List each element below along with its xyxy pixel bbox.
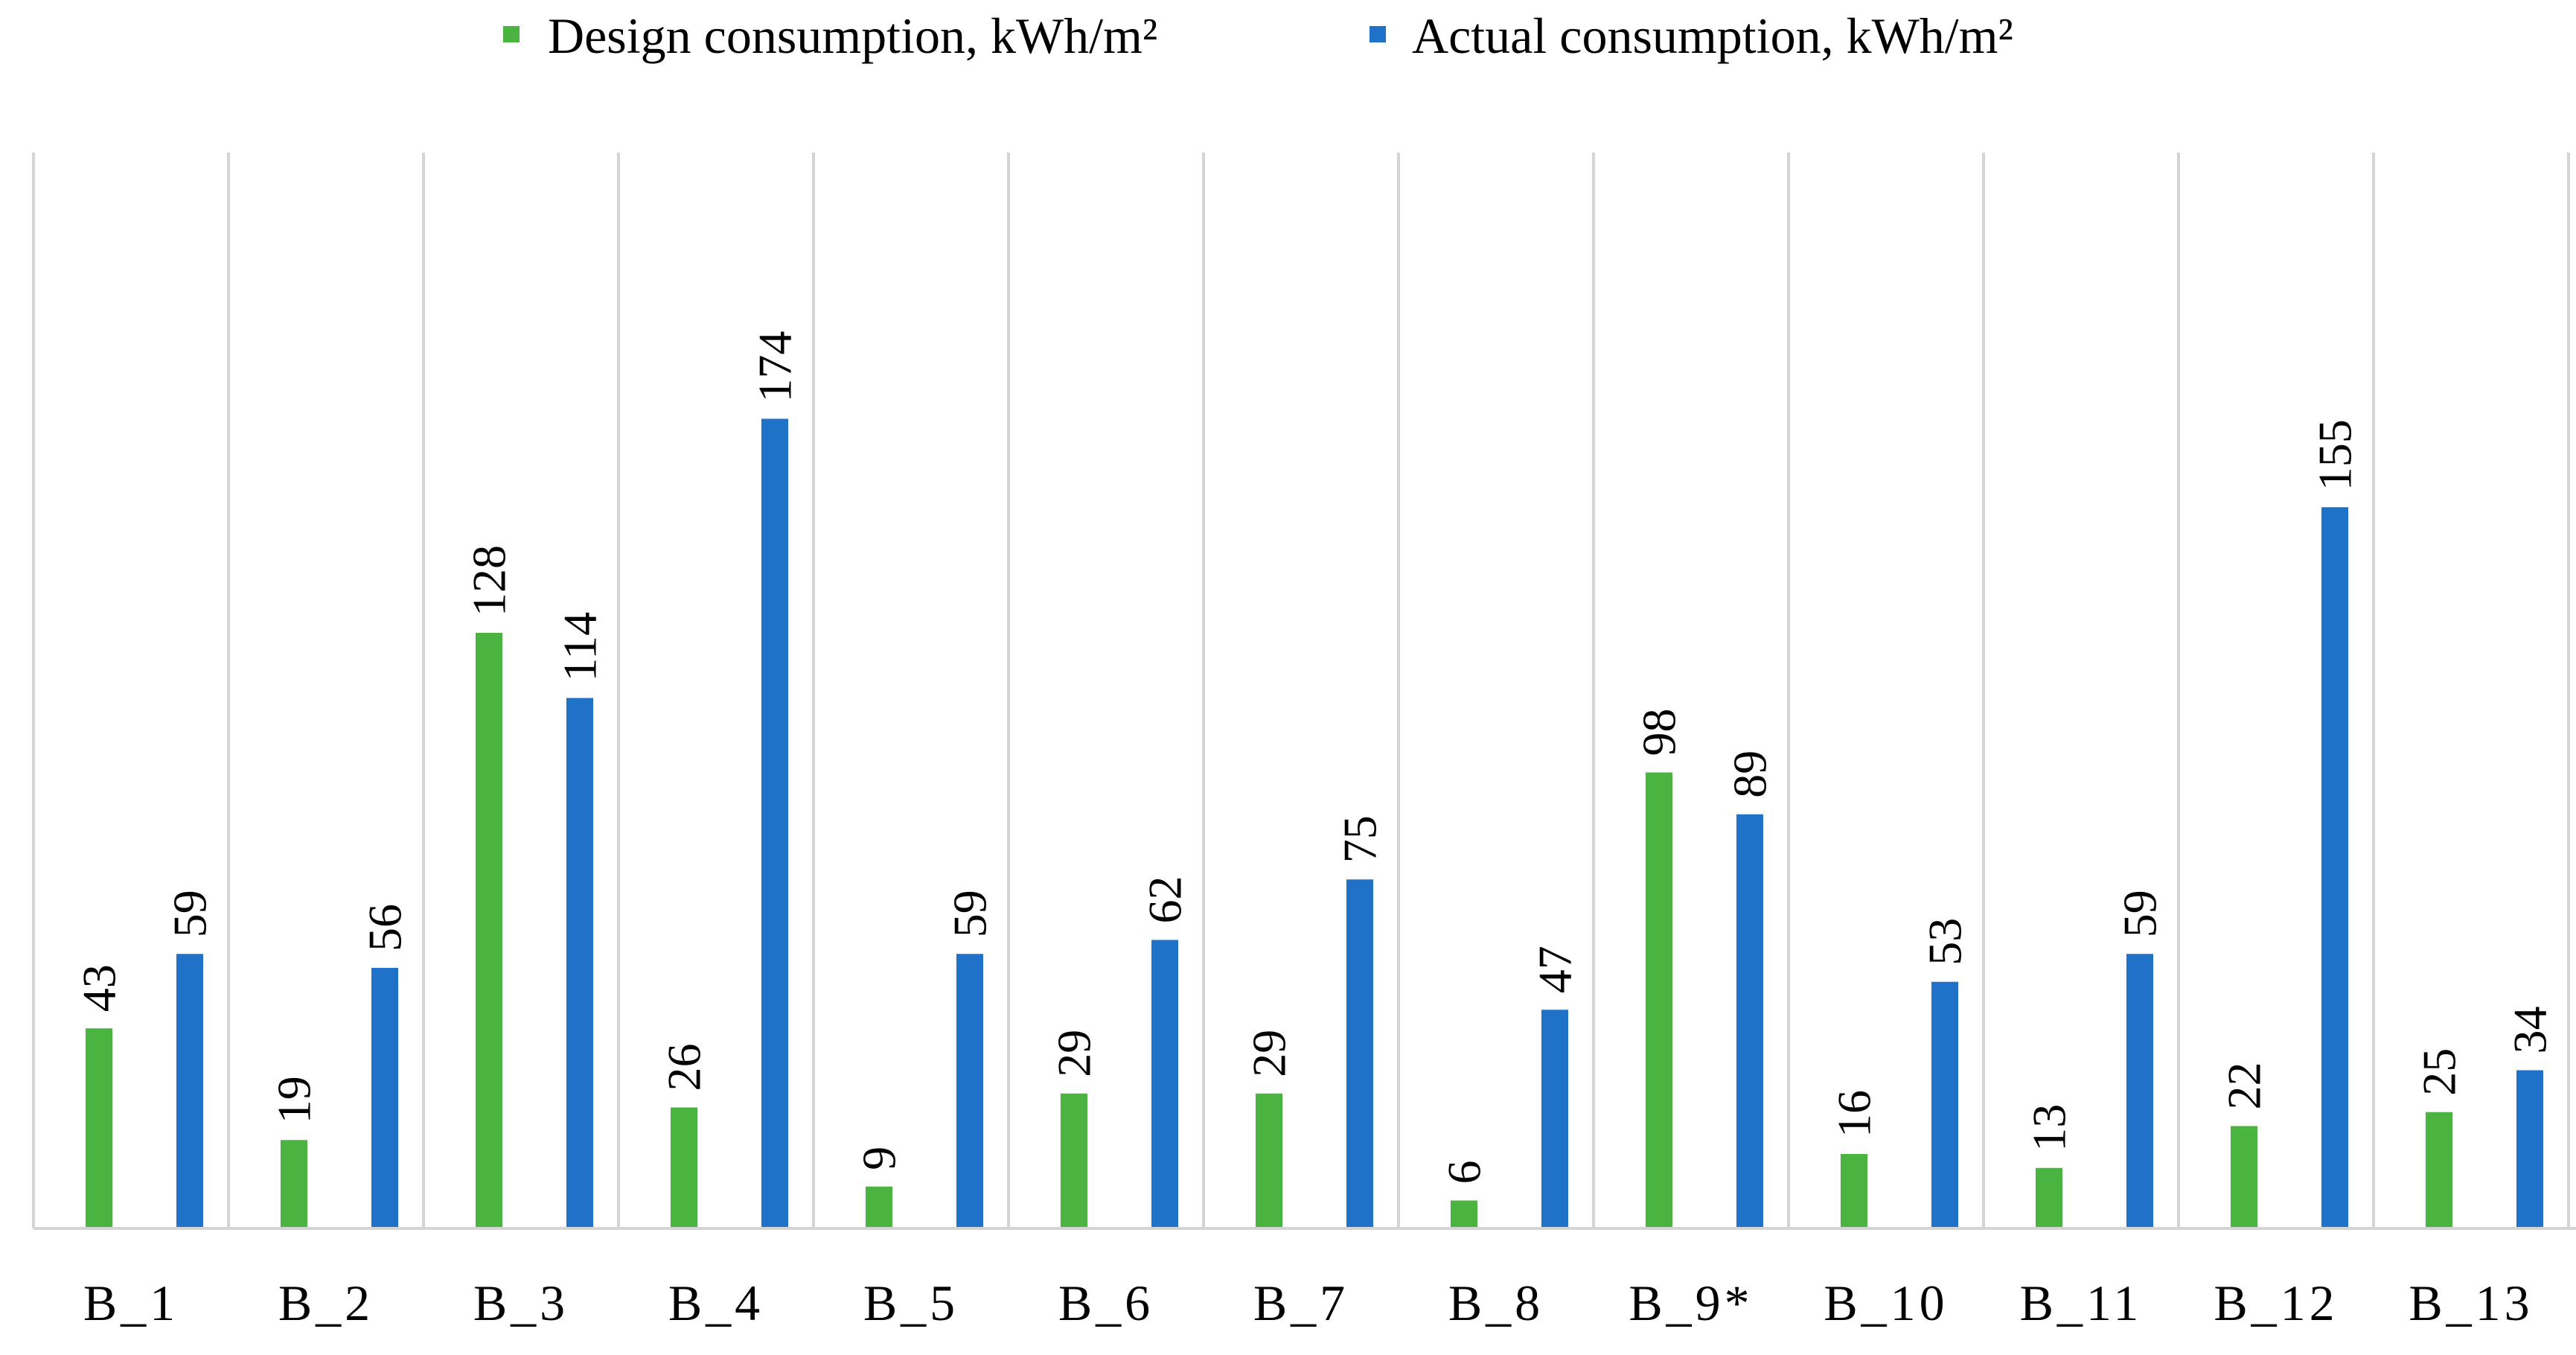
x-tick-label-B_8: B_8 (1448, 1275, 1544, 1331)
bar-design-B_12 (2231, 1126, 2257, 1228)
bar-actual-B_5 (956, 954, 983, 1228)
category-gridlines (32, 153, 2570, 1228)
bar-actual-B_4 (761, 418, 788, 1228)
bar-actual-B_9* (1736, 814, 1763, 1228)
x-tick-label-B_13: B_13 (2409, 1275, 2533, 1331)
data-label-design-B_4: 26 (658, 1044, 711, 1091)
data-label-actual-B_12: 155 (2309, 419, 2362, 491)
bar-actual-B_7 (1346, 879, 1373, 1228)
x-tick-label-B_6: B_6 (1058, 1275, 1154, 1331)
data-label-design-B_8: 6 (1438, 1161, 1491, 1185)
bar-series (86, 418, 2543, 1228)
data-label-actual-B_6: 62 (1139, 876, 1192, 924)
data-label-design-B_7: 29 (1243, 1030, 1296, 1077)
data-label-actual-B_10: 53 (1919, 918, 1972, 966)
x-tick-label-B_7: B_7 (1253, 1275, 1349, 1331)
x-tick-label-B_11: B_11 (2020, 1275, 2143, 1331)
bar-design-B_11 (2036, 1167, 2062, 1228)
data-label-actual-B_7: 75 (1334, 815, 1387, 863)
bar-actual-B_10 (1931, 981, 1958, 1228)
x-tick-label-B_2: B_2 (278, 1275, 374, 1331)
legend-label-design: Design consumption, kWh/m² (548, 7, 1157, 64)
x-tick-label-B_1: B_1 (83, 1275, 179, 1331)
data-label-design-B_1: 43 (73, 964, 126, 1012)
bar-design-B_3 (476, 633, 502, 1228)
x-axis-tick-labels: B_1 B_2 B_3 B_4 B_5 B_6 B_7 B_8 B_9* B_10 B_11 B_12… (83, 1275, 2533, 1331)
x-tick-label-B_5: B_5 (863, 1275, 959, 1331)
bar-design-B_2 (281, 1140, 307, 1228)
data-label-actual-B_2: 56 (359, 904, 412, 951)
data-label-actual-B_8: 47 (1529, 946, 1582, 993)
data-label-design-B_2: 19 (268, 1076, 321, 1123)
bar-design-B_8 (1451, 1200, 1477, 1228)
data-labels: 43 59 19 56 128 114 26 174 9 59 29 62 29 75 6 47 98 89 16 5… (73, 331, 2557, 1185)
x-tick-label-B_9*: B_9* (1629, 1275, 1753, 1331)
data-label-design-B_10: 16 (1828, 1090, 1881, 1138)
x-tick-label-B_3: B_3 (473, 1275, 569, 1331)
data-label-actual-B_9*: 89 (1724, 750, 1777, 798)
data-label-design-B_6: 29 (1048, 1030, 1101, 1077)
x-tick-label-B_4: B_4 (668, 1275, 764, 1331)
legend-swatch-actual (1370, 26, 1386, 42)
data-label-actual-B_13: 34 (2504, 1007, 2557, 1054)
bar-actual-B_12 (2321, 507, 2348, 1228)
bar-design-B_6 (1061, 1093, 1087, 1228)
bar-actual-B_1 (176, 954, 203, 1228)
data-label-design-B_13: 25 (2413, 1048, 2466, 1096)
bar-design-B_7 (1256, 1093, 1282, 1228)
bar-design-B_13 (2426, 1112, 2452, 1228)
data-label-design-B_11: 13 (2023, 1104, 2076, 1152)
chart-legend: Design consumption, kWh/m² Actual consum… (503, 7, 2013, 64)
bar-design-B_1 (86, 1028, 112, 1228)
bar-design-B_5 (866, 1186, 892, 1228)
data-label-design-B_5: 9 (853, 1147, 906, 1170)
legend-label-actual: Actual consumption, kWh/m² (1412, 7, 2013, 64)
bar-actual-B_6 (1151, 940, 1178, 1228)
data-label-actual-B_11: 59 (2114, 890, 2167, 937)
x-tick-label-B_10: B_10 (1824, 1275, 1948, 1331)
bar-actual-B_2 (371, 968, 398, 1228)
data-label-actual-B_1: 59 (164, 890, 217, 937)
data-label-actual-B_4: 174 (749, 331, 802, 403)
data-label-design-B_9*: 98 (1633, 709, 1686, 756)
bar-design-B_10 (1841, 1154, 1867, 1228)
data-label-design-B_3: 128 (463, 545, 516, 616)
data-label-actual-B_5: 59 (944, 890, 997, 937)
legend-swatch-design (503, 26, 520, 42)
bar-actual-B_13 (2516, 1070, 2543, 1228)
x-tick-label-B_12: B_12 (2214, 1275, 2338, 1331)
bar-design-B_4 (671, 1107, 697, 1228)
data-label-design-B_12: 22 (2218, 1062, 2271, 1110)
bar-design-B_9* (1646, 772, 1672, 1228)
bar-actual-B_3 (566, 698, 593, 1228)
bar-actual-B_8 (1541, 1010, 1568, 1228)
data-label-actual-B_3: 114 (554, 612, 607, 682)
bar-actual-B_11 (2126, 954, 2153, 1228)
